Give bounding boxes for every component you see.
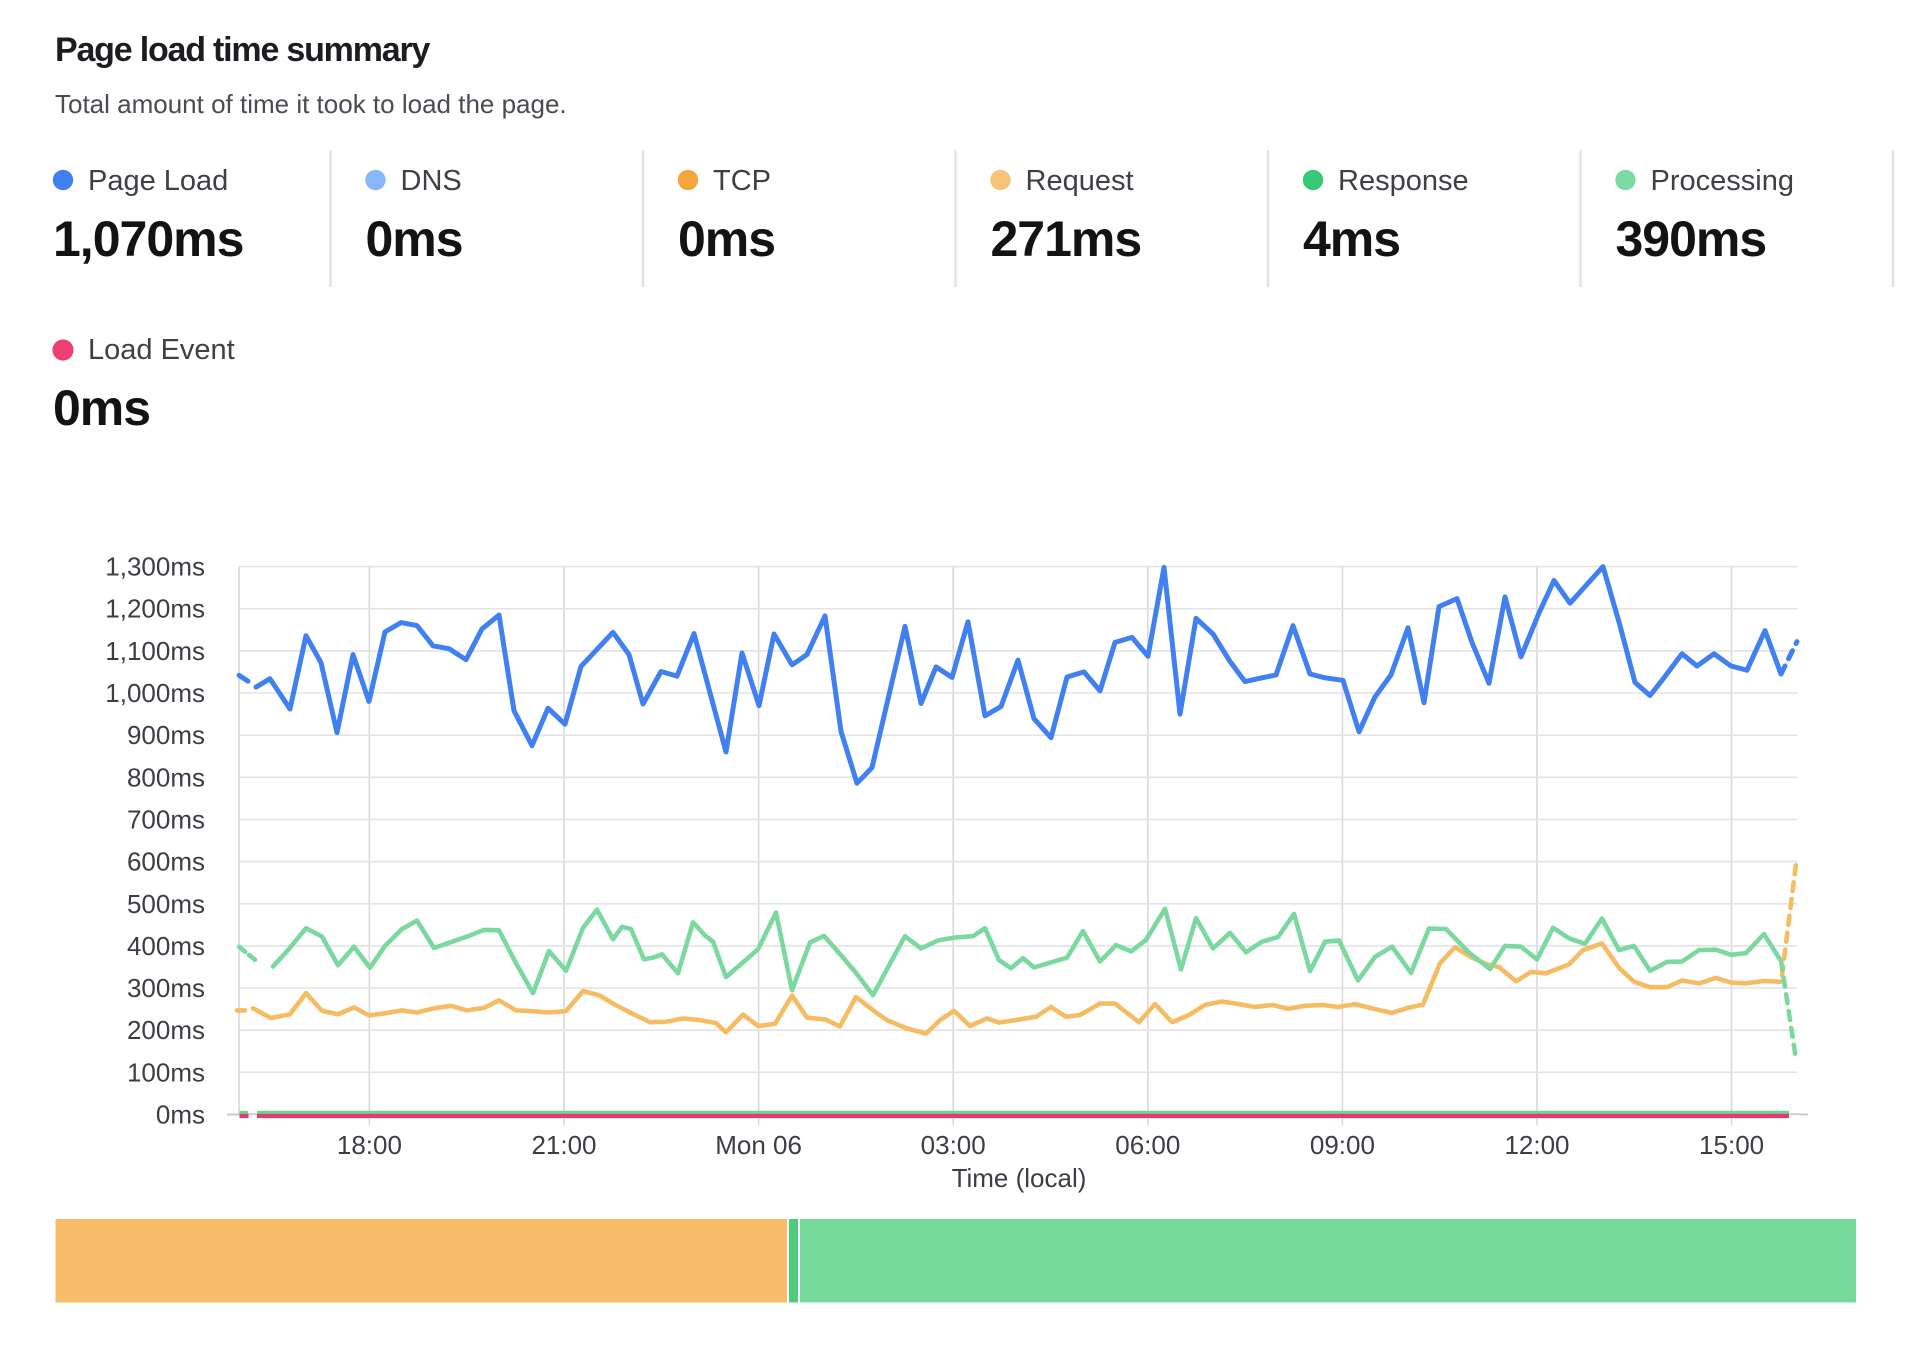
svg-text:300ms: 300ms [127, 973, 205, 1003]
svg-text:271ms: 271ms [991, 211, 1142, 267]
svg-text:200ms: 200ms [127, 1015, 205, 1045]
svg-text:Time (local): Time (local) [952, 1163, 1087, 1193]
svg-text:Load Event: Load Event [88, 334, 235, 366]
svg-text:800ms: 800ms [127, 762, 205, 792]
svg-text:700ms: 700ms [127, 805, 205, 835]
svg-text:1,100ms: 1,100ms [105, 636, 205, 666]
svg-text:DNS: DNS [401, 165, 462, 197]
svg-text:TCP: TCP [713, 165, 771, 197]
svg-text:0ms: 0ms [366, 211, 463, 267]
svg-text:400ms: 400ms [127, 931, 205, 961]
svg-text:Request: Request [1026, 165, 1134, 197]
svg-text:100ms: 100ms [127, 1057, 205, 1087]
svg-text:21:00: 21:00 [531, 1130, 596, 1160]
svg-text:1,070ms: 1,070ms [53, 211, 243, 267]
svg-text:18:00: 18:00 [337, 1130, 402, 1160]
svg-text:4ms: 4ms [1303, 211, 1400, 267]
svg-text:09:00: 09:00 [1310, 1130, 1375, 1160]
svg-text:Page load time summary: Page load time summary [55, 31, 430, 69]
svg-text:Total amount of time it took t: Total amount of time it took to load the… [55, 89, 567, 119]
svg-text:1,200ms: 1,200ms [105, 594, 205, 624]
svg-text:390ms: 390ms [1616, 211, 1767, 267]
svg-text:1,300ms: 1,300ms [105, 552, 205, 582]
svg-text:06:00: 06:00 [1115, 1130, 1180, 1160]
svg-text:Processing: Processing [1651, 165, 1794, 197]
svg-text:03:00: 03:00 [921, 1130, 986, 1160]
svg-text:1,000ms: 1,000ms [105, 678, 205, 708]
svg-text:0ms: 0ms [156, 1100, 205, 1130]
svg-text:12:00: 12:00 [1504, 1130, 1569, 1160]
svg-text:0ms: 0ms [678, 211, 775, 267]
svg-text:Mon 06: Mon 06 [715, 1130, 802, 1160]
svg-text:900ms: 900ms [127, 720, 205, 750]
svg-text:500ms: 500ms [127, 889, 205, 919]
svg-text:Page Load: Page Load [88, 165, 228, 197]
svg-text:15:00: 15:00 [1699, 1130, 1764, 1160]
svg-text:0ms: 0ms [53, 380, 150, 436]
svg-text:600ms: 600ms [127, 847, 205, 877]
svg-text:Response: Response [1338, 165, 1469, 197]
